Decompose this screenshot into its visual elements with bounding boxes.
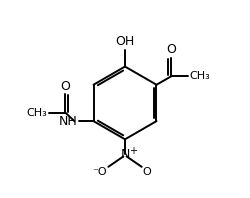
Text: +: + <box>129 146 137 156</box>
Text: O: O <box>166 43 176 56</box>
Text: CH₃: CH₃ <box>189 71 210 81</box>
Text: OH: OH <box>116 35 134 48</box>
Text: ⁻O: ⁻O <box>93 168 107 177</box>
Text: NH: NH <box>59 115 78 128</box>
Text: O: O <box>143 168 152 177</box>
Text: N: N <box>120 148 130 161</box>
Text: O: O <box>60 80 70 93</box>
Text: CH₃: CH₃ <box>27 108 48 118</box>
